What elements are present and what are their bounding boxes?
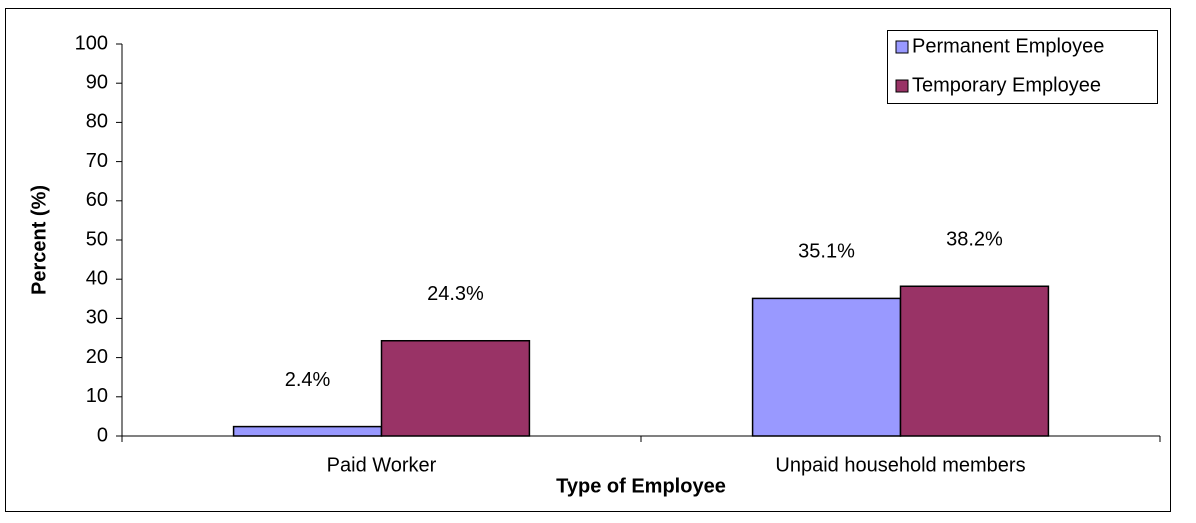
value-label: 38.2% — [946, 229, 1003, 251]
x-tick-label: Unpaid household members — [775, 454, 1025, 476]
legend-label: Temporary Employee — [912, 74, 1101, 96]
y-tick-label: 0 — [97, 424, 108, 446]
value-label: 2.4% — [285, 369, 331, 391]
bar — [899, 285, 1050, 437]
x-tick-label: Paid Worker — [327, 454, 437, 476]
bar — [232, 425, 383, 437]
y-tick-label: 70 — [86, 150, 108, 172]
bar — [751, 297, 902, 437]
value-label: 35.1% — [798, 241, 855, 263]
x-axis-label: Type of Employee — [556, 475, 726, 497]
y-tick-label: 10 — [86, 385, 108, 407]
y-tick-label: 20 — [86, 346, 108, 368]
value-label: 24.3% — [427, 283, 484, 305]
legend-swatch — [895, 79, 909, 93]
y-axis-label: Percent (%) — [28, 185, 50, 295]
legend-swatch — [895, 40, 909, 54]
y-tick-label: 80 — [86, 111, 108, 133]
bar — [380, 339, 531, 437]
y-tick-label: 100 — [75, 32, 108, 54]
y-tick-label: 60 — [86, 189, 108, 211]
legend-box — [887, 30, 1158, 104]
y-tick-label: 40 — [86, 267, 108, 289]
y-tick-label: 50 — [86, 228, 108, 250]
legend-label: Permanent Employee — [912, 35, 1104, 57]
y-tick-label: 30 — [86, 307, 108, 329]
y-tick-label: 90 — [86, 71, 108, 93]
